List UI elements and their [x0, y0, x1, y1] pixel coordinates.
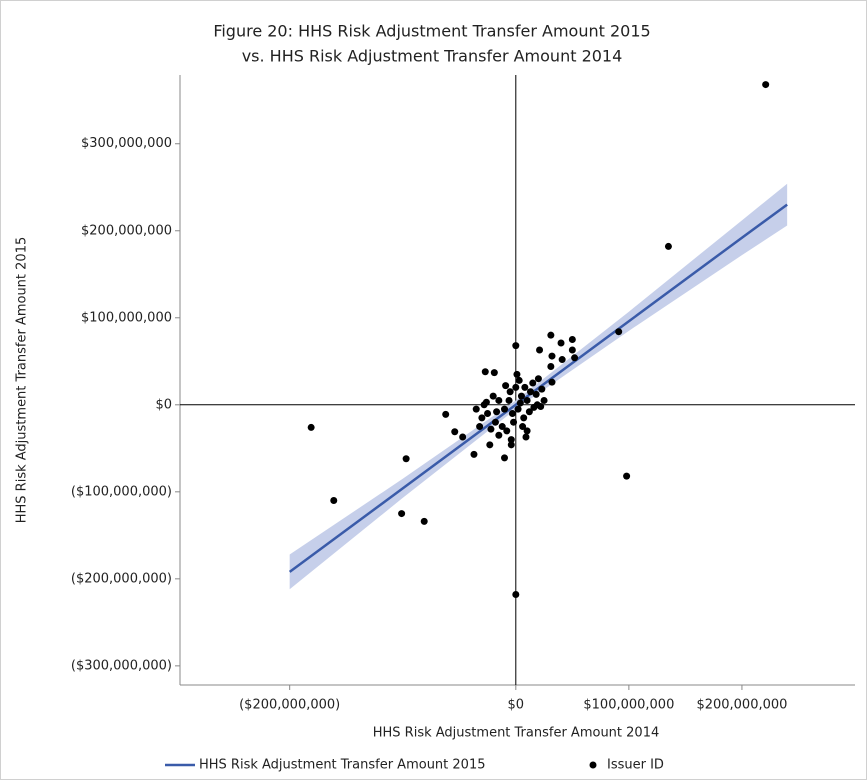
point — [537, 403, 545, 411]
chart-title: Figure 20: HHS Risk Adjustment Transfer … — [213, 22, 650, 41]
point — [547, 331, 555, 339]
point — [538, 385, 546, 393]
point — [536, 346, 544, 354]
point — [484, 410, 492, 418]
point — [402, 455, 410, 463]
point — [547, 363, 555, 371]
point — [459, 433, 467, 441]
point — [513, 370, 521, 378]
y-tick-label: ($300,000,000) — [71, 658, 172, 673]
legend-label: Issuer ID — [607, 758, 664, 773]
point — [532, 390, 540, 398]
legend-label: HHS Risk Adjustment Transfer Amount 2015 — [199, 758, 486, 773]
point — [500, 454, 508, 462]
point — [664, 242, 672, 250]
point — [516, 399, 524, 407]
legend-marker — [589, 761, 597, 769]
point — [523, 396, 531, 404]
point — [523, 427, 531, 435]
point — [557, 339, 565, 347]
y-tick-label: $0 — [155, 397, 172, 412]
point — [534, 375, 542, 383]
point — [530, 403, 538, 411]
point — [498, 423, 506, 431]
point — [515, 376, 523, 384]
point — [520, 414, 528, 422]
point — [505, 396, 513, 404]
point — [507, 441, 515, 449]
point — [481, 368, 489, 376]
point — [500, 405, 508, 413]
point — [510, 418, 518, 426]
point — [522, 433, 530, 441]
y-tick-label: $100,000,000 — [81, 310, 172, 325]
point — [571, 354, 579, 362]
point — [330, 497, 338, 505]
point — [527, 388, 535, 396]
chart-title: vs. HHS Risk Adjustment Transfer Amount … — [242, 47, 623, 66]
point — [762, 81, 770, 89]
point — [491, 418, 499, 426]
y-axis-label: HHS Risk Adjustment Transfer Amount 2015 — [15, 237, 30, 524]
y-tick-label: $300,000,000 — [81, 136, 172, 151]
point — [495, 396, 503, 404]
point — [525, 408, 533, 416]
point — [506, 388, 514, 396]
x-tick-label: ($200,000,000) — [239, 698, 340, 713]
y-tick-label: ($100,000,000) — [71, 484, 172, 499]
x-tick-label: $100,000,000 — [583, 698, 674, 713]
point — [507, 436, 515, 444]
x-axis-label: HHS Risk Adjustment Transfer Amount 2014 — [373, 726, 660, 741]
point — [482, 398, 490, 406]
point — [442, 410, 450, 418]
point — [451, 428, 459, 436]
x-tick-label: $0 — [508, 698, 525, 713]
point — [470, 450, 478, 458]
point — [472, 405, 480, 413]
point — [548, 352, 556, 360]
fit-line — [288, 203, 788, 573]
point — [307, 423, 315, 431]
point — [503, 427, 511, 435]
point — [519, 423, 527, 431]
point — [517, 392, 525, 400]
point — [615, 328, 623, 336]
point — [521, 383, 529, 391]
y-tick-label: $200,000,000 — [81, 223, 172, 238]
x-tick-label: $200,000,000 — [696, 698, 787, 713]
point — [398, 510, 406, 518]
point — [540, 396, 548, 404]
point — [568, 346, 576, 354]
point — [568, 336, 576, 344]
point — [478, 414, 486, 422]
point — [476, 423, 484, 431]
point — [490, 369, 498, 377]
y-tick-label: ($200,000,000) — [71, 571, 172, 586]
point — [548, 378, 556, 386]
point — [529, 379, 537, 387]
point — [514, 405, 522, 413]
point — [487, 425, 495, 433]
point — [495, 431, 503, 439]
point — [502, 382, 510, 390]
point — [512, 383, 520, 391]
point — [420, 517, 428, 525]
point — [623, 472, 631, 480]
point — [512, 342, 520, 350]
point — [508, 410, 516, 418]
point — [486, 441, 494, 449]
point — [489, 392, 497, 400]
point — [512, 591, 520, 599]
point — [558, 356, 566, 364]
point — [493, 408, 501, 416]
confidence-band — [289, 183, 788, 590]
